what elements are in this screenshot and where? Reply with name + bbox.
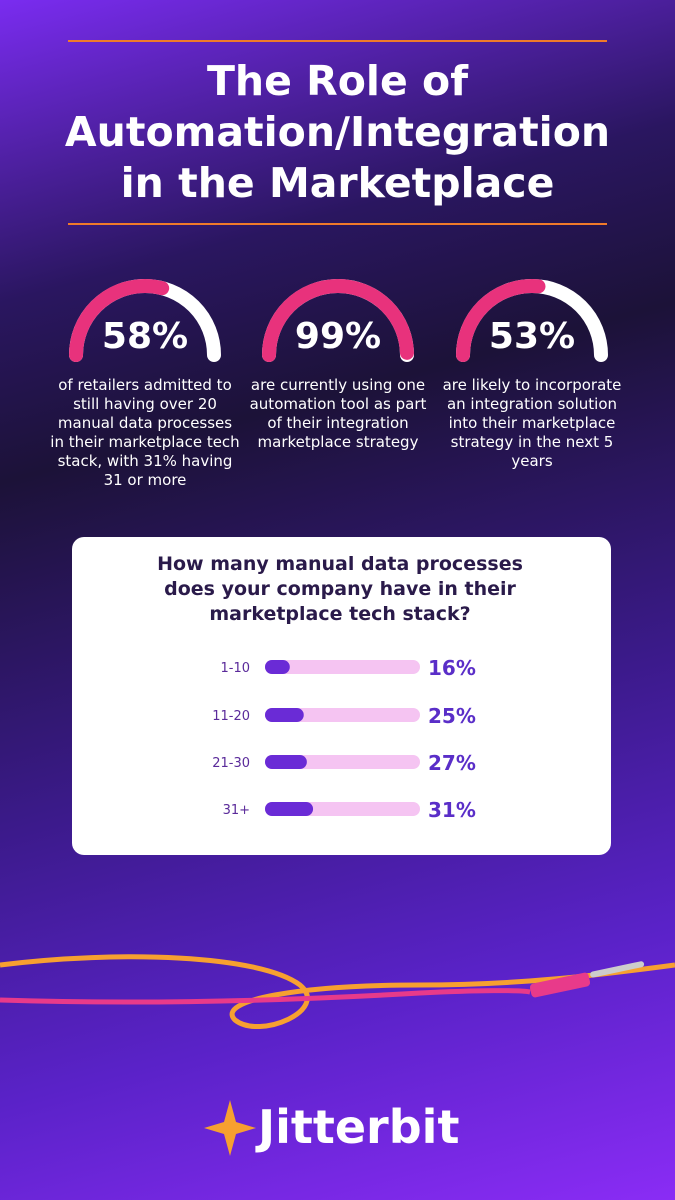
gauge-value: 99% — [295, 316, 381, 357]
logo: Jitterbit — [258, 1100, 460, 1154]
title: The Role of Automation/Integration in th… — [64, 57, 611, 207]
wire — [0, 988, 531, 1005]
gauge-caption: are likely to incorporate an integration… — [442, 376, 622, 470]
bar-track — [265, 708, 420, 722]
logo-icon — [204, 1100, 256, 1156]
gauge-caption: of retailers admitted to still having ov… — [50, 376, 240, 489]
gauge-value: 53% — [489, 316, 575, 357]
gauge-fill — [262, 279, 414, 362]
gauge-value: 58% — [102, 316, 188, 357]
bar-track — [265, 660, 420, 674]
gauge-fill — [69, 279, 170, 362]
category-label: 21-30 — [212, 756, 250, 771]
bar — [265, 802, 314, 816]
category-label: 11-20 — [212, 709, 250, 724]
plug — [529, 972, 591, 998]
plug-pin — [590, 961, 645, 978]
bar — [265, 755, 307, 769]
value-label: 25% — [428, 704, 476, 728]
wire — [0, 954, 675, 1030]
value-label: 16% — [428, 656, 476, 680]
value-label: 31% — [428, 798, 476, 822]
value-label: 27% — [428, 751, 476, 775]
gauge-fill — [456, 279, 546, 362]
bar — [265, 660, 290, 674]
category-label: 1-10 — [220, 661, 250, 676]
bar — [265, 708, 304, 722]
gauge-caption: are currently using one automation tool … — [249, 376, 427, 451]
chart-title: How many manual data processes does your… — [157, 553, 523, 625]
category-label: 31+ — [223, 803, 250, 818]
